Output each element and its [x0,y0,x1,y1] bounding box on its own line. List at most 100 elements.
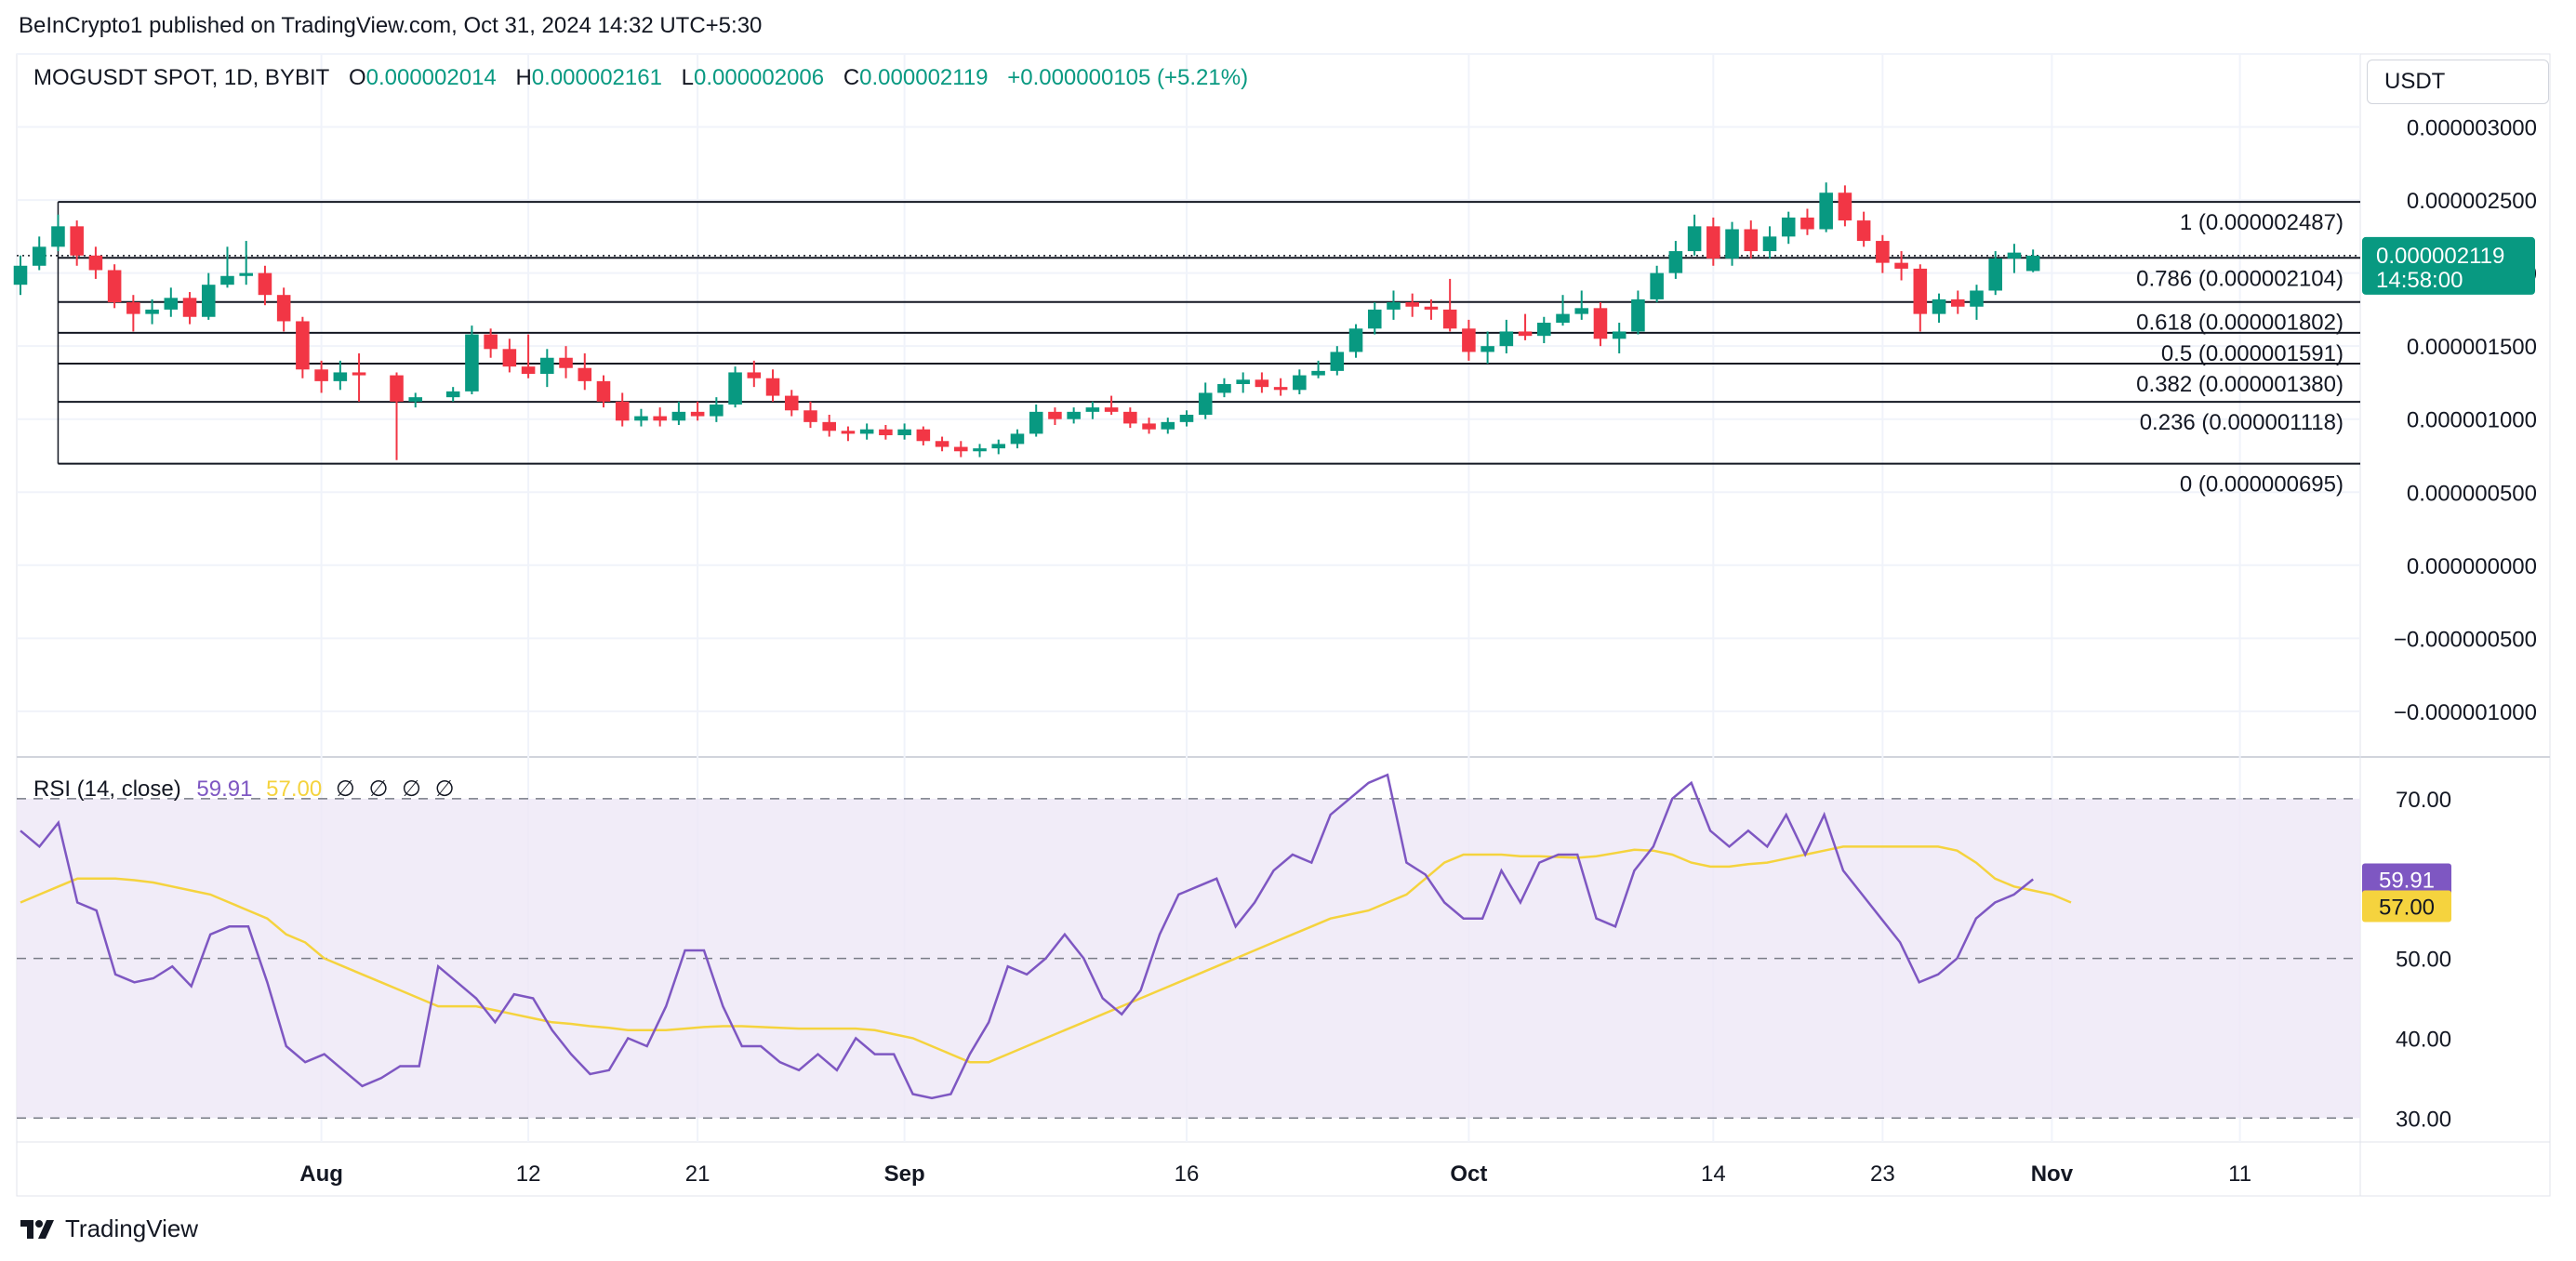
rsi-tick-label: 70.00 [2396,788,2451,813]
candle-body [859,429,874,434]
candle-body [671,411,686,421]
candle-body [1744,229,1759,252]
price-tick-label: 0.000000000 [2407,554,2537,579]
candle-body [296,321,310,370]
candle-body [1687,226,1702,252]
candle-body [728,372,742,405]
candle-body [1198,392,1213,415]
rsi-tick-label: 50.00 [2396,948,2451,973]
candle-body [1950,299,1965,307]
candle-body [1029,411,1043,434]
candle-body [258,272,272,296]
high-label: H [515,65,532,90]
currency-selector[interactable]: USDT [2367,60,2549,104]
candle-body [1010,433,1025,445]
candle-body [1668,251,1683,273]
close-value: 0.000002119 [859,65,989,90]
fib-retracement[interactable]: 1 (0.000002487) 0.786 (0.000002104) 0.618 … [17,201,2360,498]
tradingview-brand[interactable]: TradingView [19,1215,198,1243]
symbol-name[interactable]: MOGUSDT SPOT, 1D, BYBIT [33,65,330,90]
candle-body [1255,379,1269,388]
price-tick-label: −0.000000500 [2394,627,2537,652]
rsi-legend: RSI (14, close) 59.91 57.00 ∅ ∅ ∅ ∅ [33,776,455,803]
candle-body [1593,308,1608,339]
candle-body [1330,352,1345,371]
candle-body [502,349,517,367]
candle-body [1932,299,1946,314]
candle-body [973,448,987,452]
candle-body [352,372,366,376]
candle-body [32,246,46,266]
time-tick-label: 12 [516,1161,541,1187]
candle-body [1387,302,1401,310]
candle-body [1481,346,1494,352]
change-value: +0.000000105 (+5.21%) [1007,65,1249,90]
candle-body [314,369,328,381]
candle-body [164,298,179,310]
time-tick-label: Nov [2031,1161,2074,1187]
candle-body [879,429,893,435]
time-tick-label: 23 [1870,1161,1895,1187]
last-price-badge-value: 0.000002119 [2376,244,2504,269]
candle-body [1293,375,1307,391]
price-axis[interactable]: 0.0000030000.0000025000.0000020000.00000… [2394,116,2537,725]
rsi-title[interactable]: RSI (14, close) [33,777,181,802]
rsi-line [20,773,2034,1100]
candle-body [747,372,762,378]
rsi-ma-line [20,845,2072,1064]
price-tick-label: 0.000001000 [2407,408,2537,433]
rsi-band [17,798,2360,1119]
time-tick-label: Oct [1450,1161,1487,1187]
candle-body [653,416,667,421]
open-label: O [348,65,366,90]
candle-body [1537,323,1551,337]
time-axis[interactable]: Aug 12 21 Sep 16 Oct 14 23 Nov 11 [299,1161,2251,1187]
candle-body [540,357,554,375]
hidden-value-mark: ∅ [402,777,421,802]
time-tick-label: 14 [1701,1161,1726,1187]
candle-body [1424,306,1439,310]
price-tick-label: −0.000001000 [2394,700,2537,725]
candle-body [521,366,536,375]
candle-body [615,401,630,421]
candle-body [1574,308,1589,314]
candle-body [1800,217,1814,230]
rsi-lines [20,773,2072,1100]
fib-level-label: 0.5 (0.000001591) [2161,341,2344,366]
candle-body [88,255,103,271]
candle-body [935,441,949,447]
candle-body [1367,309,1382,329]
candle-body [710,405,724,417]
candle-body [578,367,592,381]
high-value: 0.000002161 [531,65,662,90]
candle-body [1273,387,1288,391]
candle-body [1631,299,1645,332]
candle-body [390,375,404,402]
price-tick-label: 0.000003000 [2407,116,2537,141]
candle-body [239,272,253,276]
candle-body [1706,226,1720,259]
candle-body [1856,220,1871,242]
candle-body [1725,229,1739,259]
candle-body [201,285,216,317]
candle-body [1894,262,1908,269]
candle-body [1311,370,1325,376]
hidden-value-mark: ∅ [368,777,389,802]
time-tick-label: 11 [2228,1161,2251,1187]
candle-body [1499,331,1514,347]
low-label: L [681,65,694,90]
fib-level-label: 1 (0.000002487) [2180,210,2344,235]
time-tick-label: 21 [685,1161,710,1187]
fib-level-label: 0.236 (0.000001118) [2140,410,2344,435]
candle-body [596,380,611,402]
candle-body [1970,290,1984,307]
candle-body [765,378,780,396]
rsi-axis[interactable]: 70.00 50.00 40.00 30.00 [2396,788,2451,1132]
candle-body [126,302,140,314]
low-value: 0.000002006 [693,65,825,90]
candle-body [1085,407,1100,412]
candle-body [1405,302,1419,307]
candle-body [1348,328,1363,352]
